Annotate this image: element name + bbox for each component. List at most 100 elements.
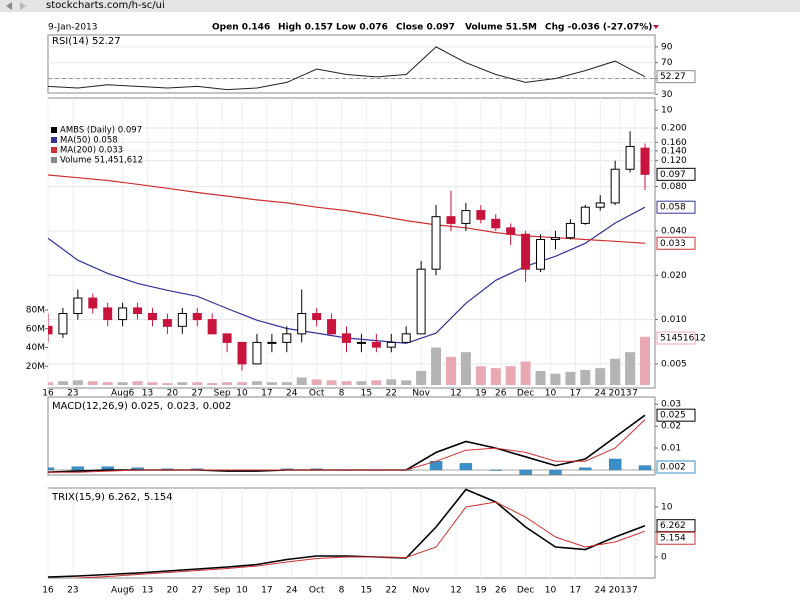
volume-bar <box>595 368 606 385</box>
x-tick-label: 13 <box>142 586 153 596</box>
volume-bar <box>162 383 173 385</box>
value-box <box>656 70 696 84</box>
volume-bar <box>640 336 650 385</box>
volume-bar <box>416 370 427 385</box>
url[interactable]: stockcharts.com/h-sc/ui <box>46 0 165 11</box>
volume-bar <box>401 380 412 385</box>
value-box <box>656 236 696 250</box>
plot-area <box>48 46 655 91</box>
histogram-bar <box>579 467 592 471</box>
value-box <box>656 460 696 474</box>
histogram-bar <box>549 469 562 475</box>
y-tick-label: 0.200 <box>661 124 687 134</box>
series-line <box>48 174 646 244</box>
candle-body <box>610 168 620 204</box>
volume-tick-label: 80M <box>26 306 45 316</box>
value-box-label: 5.154 <box>660 534 686 544</box>
histogram-bar <box>71 466 85 471</box>
histogram-bar <box>48 467 55 471</box>
plot-area <box>48 414 655 475</box>
candle-body <box>476 210 486 220</box>
y-tick-label: 0.03 <box>661 400 681 410</box>
volume-bar <box>132 381 143 385</box>
x-tick-label: Sep <box>214 389 231 399</box>
candle-body <box>371 341 381 348</box>
value-box-label: 0.097 <box>660 170 686 180</box>
volume-tick-label: 40M <box>26 343 45 353</box>
y-tick-label: 0 <box>661 553 667 563</box>
value-box-label: 52.27 <box>660 72 686 82</box>
volume-bar <box>326 380 337 385</box>
x-tick-label: 8 <box>339 586 345 596</box>
panel-title: RSI(14) 52.27 <box>52 36 121 47</box>
value-box <box>656 531 696 545</box>
volume-bar <box>610 358 621 385</box>
browser-bar <box>0 0 800 12</box>
x-tick-label: 24 <box>286 586 298 596</box>
candle-body <box>625 145 635 170</box>
histogram-bar <box>608 458 622 471</box>
volume-bar <box>147 382 158 385</box>
x-tick-label: 17 <box>261 389 272 399</box>
volume-bar <box>296 377 307 385</box>
volume-bar <box>580 370 591 385</box>
legend-label: Volume 51,451,612 <box>60 156 143 166</box>
volume-bar <box>177 382 188 385</box>
candle-body <box>386 341 396 348</box>
x-tick-label: 17 <box>570 389 581 399</box>
y-tick-label: 10 <box>661 503 673 513</box>
series-line <box>48 488 646 578</box>
back-button[interactable] <box>6 2 12 10</box>
volume-bar <box>356 381 367 385</box>
x-tick-label: 8 <box>339 389 345 399</box>
volume-bar <box>87 381 98 385</box>
y-tick-label: 0.140 <box>661 146 687 156</box>
volume-bar <box>237 382 248 385</box>
candle-body <box>356 341 366 344</box>
x-tick-label: 7 <box>632 586 638 596</box>
quote-field: Volume 51.5M <box>465 23 537 33</box>
volume-bar <box>520 361 531 385</box>
x-tick-label: 24 <box>594 586 606 596</box>
forward-button[interactable] <box>20 2 26 10</box>
histogram-bar <box>638 465 652 471</box>
candle-body <box>133 307 143 314</box>
x-tick-label: 12 <box>450 389 461 399</box>
x-tick-label: 16 <box>42 586 54 596</box>
quote-field: Chg -0.036 (-27.07%) <box>545 23 652 33</box>
candle-body <box>491 218 501 229</box>
price-panel <box>47 97 656 389</box>
plot-area <box>48 131 650 385</box>
x-tick-label: 24 <box>594 389 606 399</box>
x-tick-label: Aug6 <box>111 586 135 596</box>
candle-body <box>342 333 351 343</box>
candle-body <box>580 206 590 224</box>
candle-body <box>73 297 83 314</box>
volume-bar <box>281 382 292 385</box>
candle-body <box>327 319 337 335</box>
x-tick-label: 16 <box>42 389 54 399</box>
candle-body <box>177 312 187 327</box>
candle-body <box>147 312 157 321</box>
y-tick-label: 0.080 <box>661 182 687 192</box>
x-tick-label: 22 <box>386 389 397 399</box>
histogram-bar <box>519 469 532 475</box>
x-tick-label: 15 <box>361 586 372 596</box>
quote-field: Low 0.076 <box>336 23 388 33</box>
y-tick-label: 0.120 <box>661 156 687 166</box>
quote-field: Open 0.146 <box>212 23 270 33</box>
volume-bar <box>341 381 352 385</box>
candle-body <box>312 312 322 321</box>
candle-body <box>416 268 426 335</box>
legend-label: MA(200) 0.033 <box>60 146 123 156</box>
candle-body <box>506 227 516 235</box>
x-tick-label: Dec <box>517 586 534 596</box>
volume-bar <box>460 352 471 385</box>
candle-body <box>162 319 172 327</box>
volume-bar <box>371 380 382 385</box>
x-tick-label: 27 <box>192 586 203 596</box>
candle-body <box>237 341 247 365</box>
legend-label: AMBS (Daily) 0.097 <box>60 126 142 136</box>
value-box-label: 0.002 <box>660 463 686 473</box>
volume-tick-label: 60M <box>26 324 45 334</box>
